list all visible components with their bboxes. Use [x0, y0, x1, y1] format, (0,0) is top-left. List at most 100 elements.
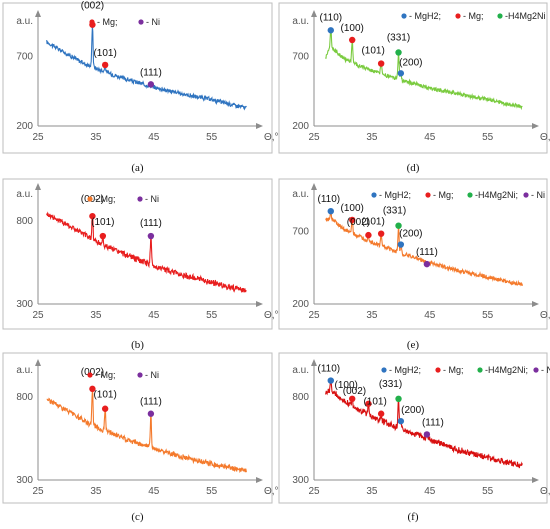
x-tick-label: 45: [424, 132, 436, 143]
peak-marker-ni: [147, 81, 155, 88]
legend-entry: - Mg;: [95, 194, 116, 204]
peak-label: (111): [140, 397, 162, 408]
legend-marker: [89, 19, 95, 25]
peak-label: (101): [361, 46, 384, 57]
legend-marker: [435, 367, 441, 373]
peak-marker-mg: [365, 231, 372, 239]
peak-marker-ni: [423, 260, 431, 268]
x-axis-label: Θ,°: [540, 310, 550, 321]
peak-label: (002): [81, 367, 104, 378]
peak-label: (331): [379, 379, 402, 390]
peak-label: (101): [93, 48, 116, 59]
x-tick-label: 45: [148, 310, 160, 321]
peak-marker-h4mg2ni: [395, 49, 402, 56]
x-tick-label: 55: [206, 310, 218, 321]
x-tick-label: 45: [424, 310, 436, 321]
panel-frame: [2, 2, 273, 154]
peak-label: (002): [81, 1, 104, 12]
peak-marker-mg: [101, 405, 109, 412]
legend-entry: - Mg;: [97, 17, 118, 27]
x-tick-label: 35: [90, 486, 102, 497]
peak-marker-mg: [349, 395, 356, 402]
peak-label: (111): [140, 67, 162, 78]
y-tick-label: 800: [16, 216, 33, 227]
x-tick-label: 35: [366, 310, 378, 321]
xrd-panel-3: 25 35 45 55 300 800 a.u. Θ,° (002) (101) (111) - Mg…: [2, 352, 279, 504]
x-tick-label: 35: [90, 310, 102, 321]
peak-label: (331): [387, 32, 410, 43]
legend-entry: - MgH2;: [409, 11, 441, 21]
legend-entry: - Ni: [145, 370, 159, 380]
panel-frame: [2, 352, 273, 504]
peak-label: (110): [317, 194, 340, 205]
panel-caption: (a): [131, 162, 144, 174]
xrd-pattern-line: [46, 390, 247, 474]
legend-entry: - Mg;: [463, 11, 484, 21]
x-tick-label: 25: [308, 310, 320, 321]
peak-label: (101): [93, 390, 116, 401]
y-axis-arrow: [35, 10, 41, 17]
x-tick-label: 55: [206, 486, 218, 497]
x-axis-arrow: [256, 123, 263, 129]
x-tick-label: 35: [90, 132, 102, 143]
x-axis-arrow: [532, 477, 539, 483]
peak-marker-mg: [377, 230, 385, 237]
peak-marker-mg: [377, 60, 385, 67]
peak-label: (100): [335, 380, 358, 391]
peak-marker-mg: [99, 232, 107, 240]
panel-caption: (e): [407, 339, 420, 351]
legend-entry: - Mg;: [443, 365, 464, 375]
legend-entry: - Ni: [531, 190, 545, 200]
peak-marker-mg: [349, 36, 356, 44]
legend-marker: [401, 13, 407, 19]
xrd-panel-4: 25 35 45 55 200 700 a.u. Θ,° (110)(100) (101)(331…: [278, 2, 550, 154]
peak-marker-mg: [89, 385, 96, 393]
y-axis-label: a.u.: [292, 16, 309, 27]
x-axis-arrow: [532, 123, 539, 129]
xrd-pattern-line: [46, 26, 247, 111]
legend-marker: [497, 13, 503, 19]
peak-marker-mgh2: [397, 70, 405, 77]
peak-label: (200): [399, 229, 422, 240]
panel-caption: (d): [407, 162, 420, 174]
y-axis-label: a.u.: [16, 189, 33, 200]
peak-marker-mg: [365, 400, 372, 407]
legend-entry: - MgH2;: [389, 365, 421, 375]
peak-marker-mgh2: [327, 27, 334, 34]
peak-label: (200): [401, 405, 424, 416]
y-axis-label: a.u.: [292, 365, 309, 376]
y-tick-label: 300: [16, 475, 33, 486]
xrd-pattern-line: [46, 211, 247, 293]
x-tick-label: 35: [366, 132, 378, 143]
y-tick-label: 200: [292, 299, 309, 310]
peak-label: (002): [343, 386, 366, 397]
y-axis-arrow: [35, 183, 41, 190]
legend-marker: [137, 372, 143, 378]
peak-marker-ni: [147, 410, 155, 417]
legend-entry: -H4Mg2Ni;: [485, 365, 528, 375]
legend-marker: [523, 192, 529, 198]
y-axis-arrow: [311, 359, 317, 366]
legend-marker: [371, 192, 377, 198]
peak-label: (100): [341, 203, 364, 214]
legend-marker: [87, 196, 93, 202]
peak-marker-mgh2: [397, 241, 405, 248]
peak-label: (101): [361, 217, 384, 228]
xrd-panel-1: 25 35 45 55 200 700 a.u. Θ,° (002) (101) (111) - Mg…: [2, 1, 279, 154]
x-tick-label: 55: [482, 310, 494, 321]
panel-caption: (c): [131, 511, 144, 523]
legend-marker: [467, 192, 473, 198]
x-tick-label: 25: [32, 132, 44, 143]
x-axis-arrow: [256, 477, 263, 483]
y-tick-label: 800: [292, 392, 309, 403]
peak-marker-mg: [377, 410, 385, 417]
x-tick-label: 45: [148, 132, 160, 143]
peak-label: (111): [422, 417, 444, 428]
legend-entry: - Mg;: [433, 190, 454, 200]
peak-marker-h4mg2ni: [395, 395, 402, 402]
xrd-pattern-line: [325, 381, 523, 469]
panel-frame: [278, 352, 548, 504]
x-tick-label: 55: [482, 486, 494, 497]
legend-marker: [138, 19, 144, 25]
